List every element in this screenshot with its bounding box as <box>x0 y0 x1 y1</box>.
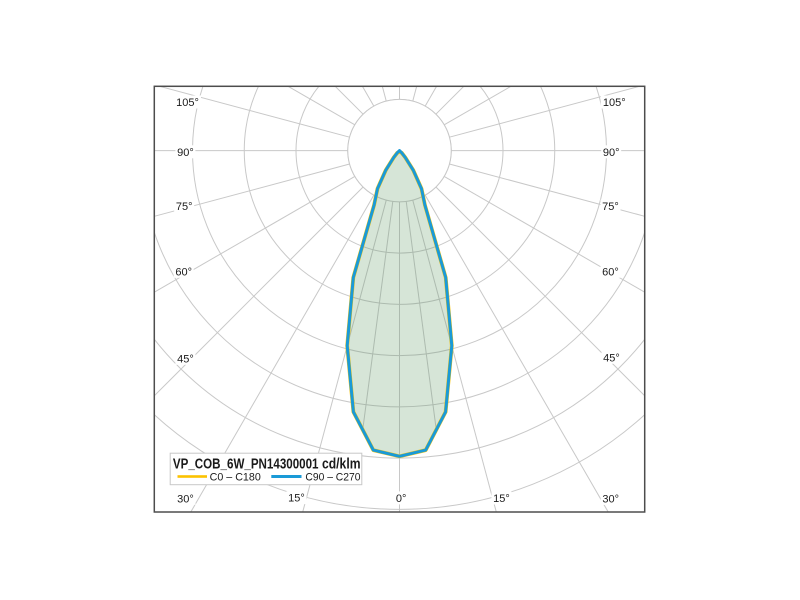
svg-text:90°: 90° <box>603 147 620 159</box>
svg-text:45°: 45° <box>603 352 620 364</box>
svg-text:C0 – C180: C0 – C180 <box>210 471 261 483</box>
svg-text:75°: 75° <box>602 201 619 213</box>
svg-text:30°: 30° <box>602 494 619 506</box>
svg-text:105°: 105° <box>603 97 626 109</box>
svg-text:0°: 0° <box>396 493 407 505</box>
svg-text:C90 – C270: C90 – C270 <box>305 471 360 483</box>
svg-text:105°: 105° <box>176 97 199 109</box>
svg-text:15°: 15° <box>493 493 510 505</box>
svg-text:60°: 60° <box>602 266 619 278</box>
svg-text:75°: 75° <box>176 201 193 213</box>
svg-text:cd/klm: cd/klm <box>322 456 361 472</box>
svg-text:60°: 60° <box>175 266 192 278</box>
svg-text:30°: 30° <box>177 493 194 505</box>
svg-text:45°: 45° <box>177 353 194 365</box>
svg-text:15°: 15° <box>288 493 305 505</box>
svg-text:VP_COB_6W_PN14300001: VP_COB_6W_PN14300001 <box>173 456 319 472</box>
svg-text:90°: 90° <box>177 147 194 159</box>
